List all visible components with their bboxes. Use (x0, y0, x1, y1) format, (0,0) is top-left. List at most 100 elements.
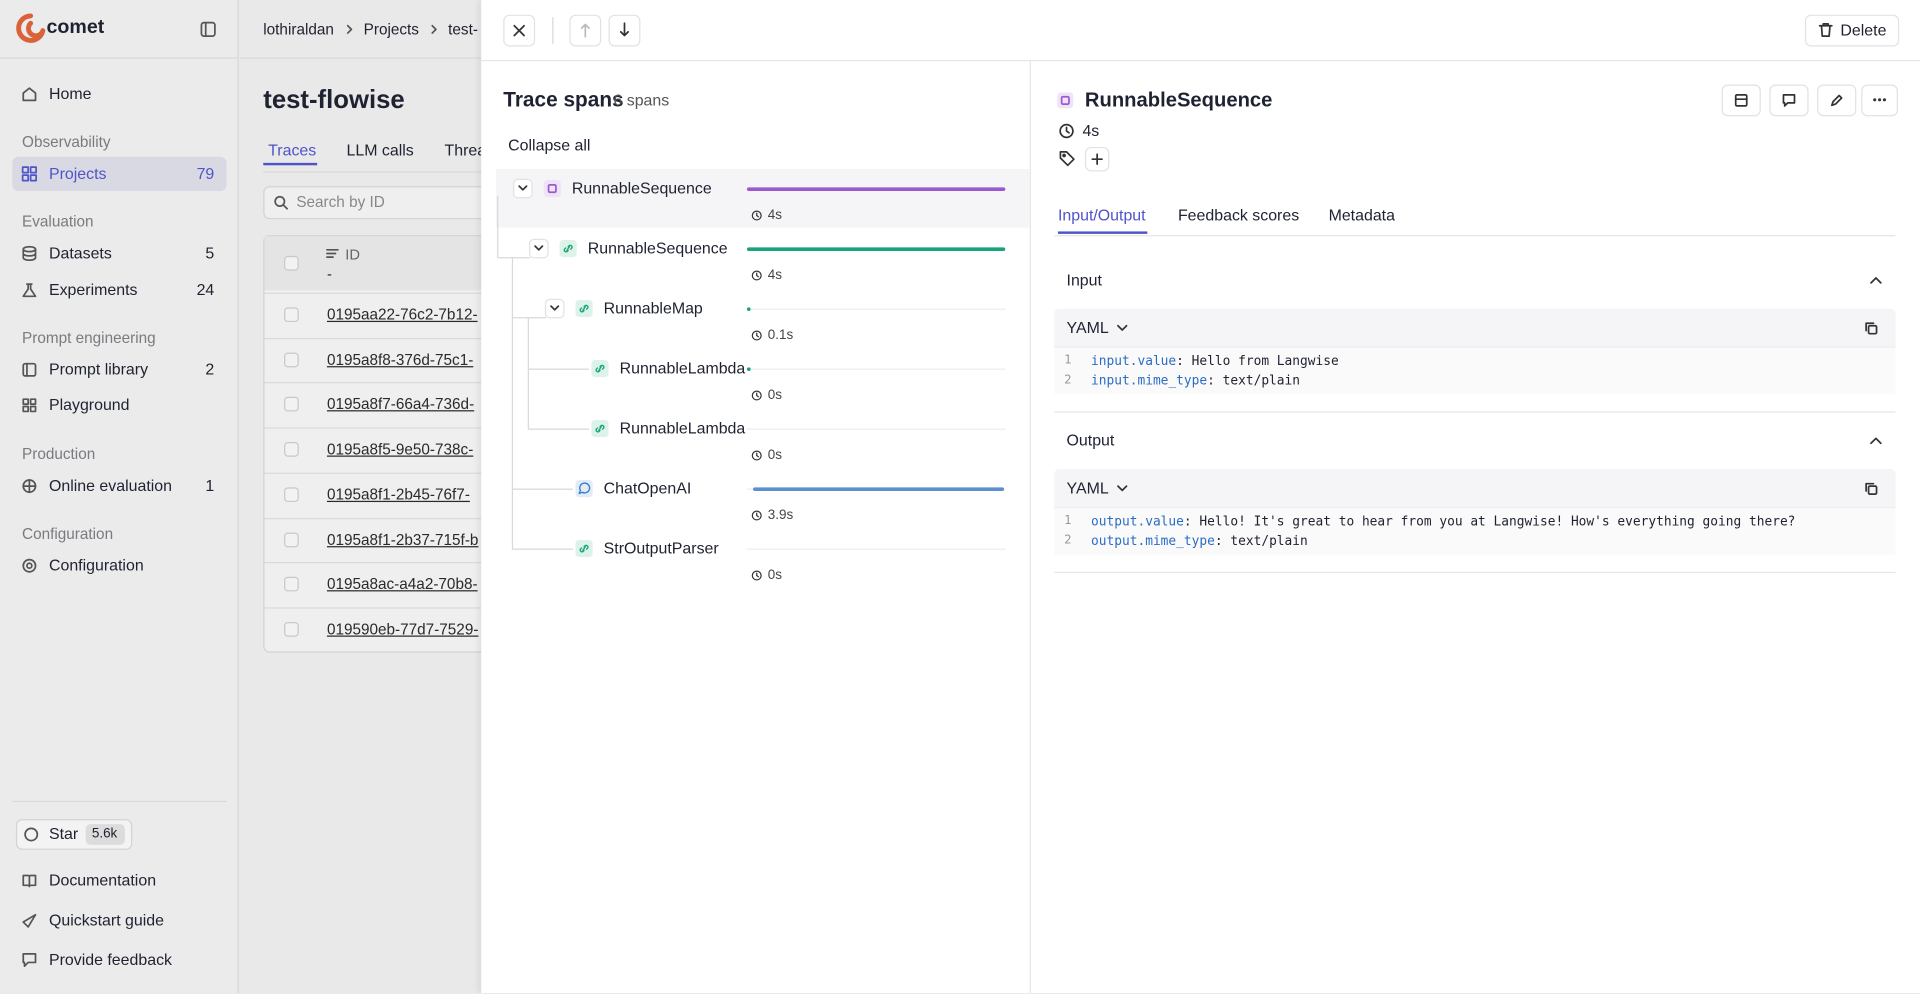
collapse-icon[interactable] (200, 21, 216, 37)
search-box[interactable] (263, 186, 482, 220)
trace-id[interactable]: 019590eb-77d7-7529- (326, 620, 479, 638)
shape (29, 398, 37, 405)
tab[interactable]: Traces (268, 140, 317, 160)
divider (527, 428, 589, 430)
action-button[interactable] (1721, 84, 1761, 117)
nav-item[interactable]: Projects (48, 164, 107, 183)
nav-item[interactable]: Experiments (48, 280, 138, 299)
breadcrumb[interactable]: lothiraldan (263, 20, 334, 38)
code-line: input.mime_type: text/plain (1091, 371, 1300, 391)
shape (595, 424, 605, 433)
shape (751, 450, 762, 461)
trace-id[interactable]: 0195aa22-76c2-7b12- (326, 306, 478, 324)
tab[interactable]: Threa (444, 140, 481, 160)
checkbox[interactable] (284, 532, 299, 547)
nav-count: 2 (205, 360, 215, 379)
checkbox[interactable] (284, 352, 299, 367)
span-row[interactable] (496, 529, 1030, 588)
tab[interactable]: Input/Output (1057, 205, 1146, 225)
expand-toggle[interactable] (513, 178, 533, 199)
tab[interactable]: LLM calls (346, 140, 414, 160)
checkbox[interactable] (284, 255, 299, 271)
span-row[interactable] (496, 409, 1030, 468)
trace-id[interactable]: 0195a8f1-2b37-715f-b (326, 530, 479, 548)
shape (346, 24, 353, 34)
checkbox[interactable] (284, 576, 299, 592)
tab[interactable]: Metadata (1328, 205, 1395, 225)
trace-id[interactable]: 0195a8ac-a4a2-70b8- (326, 575, 478, 593)
shape (563, 244, 573, 253)
trace-id[interactable]: 0195a8f5-9e50-738c- (326, 440, 474, 459)
shape (22, 405, 30, 413)
icon (534, 245, 544, 251)
icon (1830, 94, 1843, 107)
footer-link[interactable]: Documentation (48, 870, 157, 889)
row-divider (264, 607, 482, 609)
action-button[interactable] (1769, 84, 1809, 117)
divider (511, 488, 574, 490)
nav-item[interactable]: Online evaluation (48, 476, 173, 495)
shape (1870, 277, 1882, 284)
span-row[interactable] (496, 229, 1030, 288)
span-row[interactable] (496, 469, 1030, 528)
action-button[interactable] (1817, 84, 1857, 117)
shape (1870, 437, 1882, 445)
shape (751, 510, 762, 521)
nav-item[interactable]: Playground (48, 395, 130, 414)
span-count: 6 spans (613, 90, 670, 109)
shape (326, 248, 339, 259)
nav-group: Observability (22, 133, 111, 151)
expand-toggle[interactable] (528, 238, 549, 259)
delete-button[interactable] (1804, 14, 1900, 47)
divider (511, 548, 574, 550)
icon (22, 874, 37, 888)
span-row[interactable] (496, 289, 1030, 348)
format-select[interactable]: YAML (1066, 478, 1109, 498)
nav-item[interactable]: Prompt library (48, 360, 149, 379)
checkbox[interactable] (284, 487, 299, 502)
row-divider (264, 472, 482, 474)
icon (1865, 322, 1878, 335)
span-duration: 3.9s (767, 508, 794, 523)
next-button[interactable] (608, 14, 641, 47)
icon (751, 330, 762, 341)
divider (481, 60, 1920, 62)
shape (1830, 94, 1843, 107)
checkbox[interactable] (284, 307, 299, 323)
trace-id[interactable]: 0195a8f7-66a4-736d- (326, 395, 475, 414)
span-row[interactable] (496, 349, 1030, 408)
checkbox[interactable] (284, 442, 299, 457)
icon (559, 240, 577, 258)
format-select[interactable]: YAML (1066, 318, 1109, 337)
breadcrumb[interactable]: test- (448, 20, 478, 38)
logo (16, 13, 46, 43)
nav-item[interactable]: Configuration (48, 555, 144, 575)
shape (751, 570, 762, 581)
breadcrumb[interactable]: Projects (363, 20, 419, 38)
tab[interactable]: Feedback scores (1177, 205, 1300, 225)
icon (518, 185, 528, 191)
section-title[interactable]: Input (1066, 270, 1102, 289)
collapse-all[interactable]: Collapse all (508, 135, 591, 155)
trace-id[interactable]: 0195a8f1-2b45-76f7- (326, 485, 470, 504)
expand-toggle[interactable] (544, 298, 565, 319)
divider (0, 57, 239, 59)
shape (431, 24, 437, 34)
section-title[interactable]: Output (1066, 431, 1115, 450)
shape (21, 174, 30, 182)
icon (346, 24, 353, 34)
yaml-value: : text/plain (1207, 373, 1301, 389)
footer-link[interactable]: Quickstart guide (48, 911, 165, 930)
icon (22, 398, 37, 413)
nav-active (12, 156, 227, 192)
add-tag-button[interactable] (1084, 146, 1110, 172)
trace-id[interactable]: 0195a8f8-376d-75c1- (326, 351, 474, 369)
shape (1867, 485, 1878, 495)
nav-item[interactable]: Datasets (48, 243, 112, 263)
checkbox[interactable] (284, 621, 299, 637)
shape (756, 332, 759, 338)
checkbox[interactable] (284, 397, 299, 412)
nav-item[interactable]: Home (48, 84, 92, 103)
footer-link[interactable]: Provide feedback (48, 950, 172, 969)
shape (756, 392, 759, 398)
